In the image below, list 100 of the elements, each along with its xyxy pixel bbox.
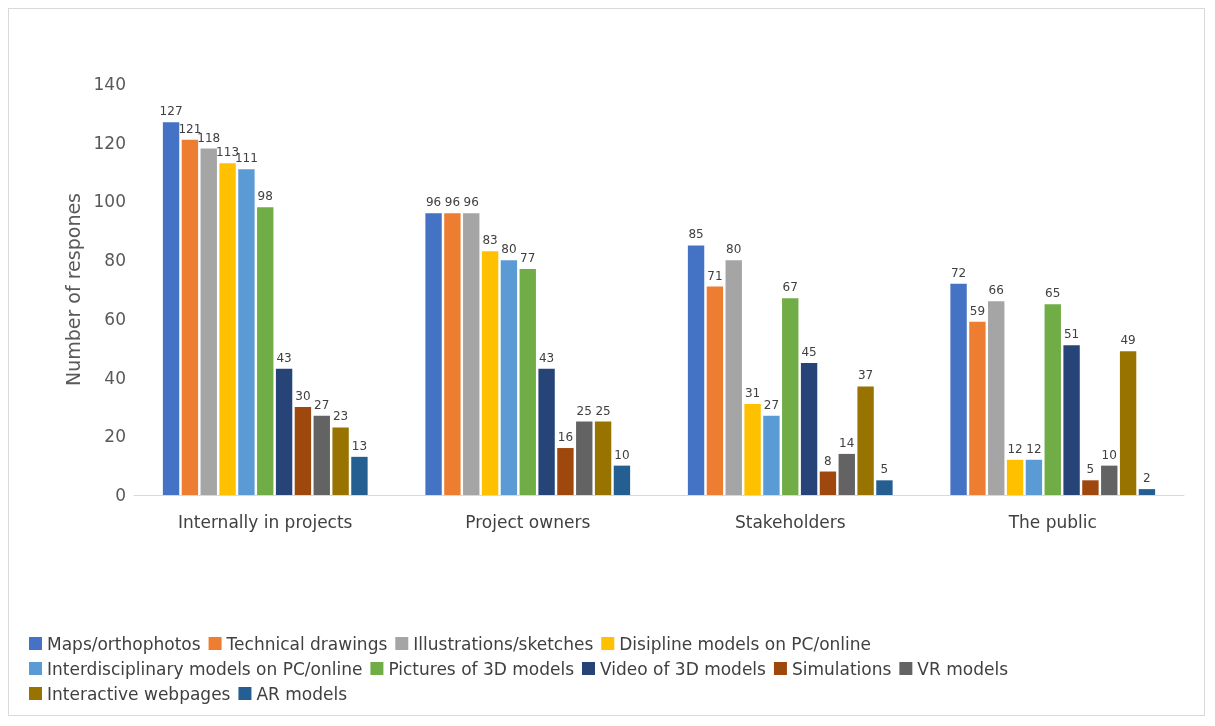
bar [950, 283, 967, 495]
bar [819, 471, 837, 495]
data-label: 27 [314, 397, 330, 412]
bar [313, 415, 330, 495]
bar [1138, 489, 1156, 495]
y-tick-label: 60 [104, 308, 126, 329]
data-label: 67 [782, 280, 798, 295]
data-label: 65 [1045, 286, 1061, 301]
data-label: 5 [880, 462, 889, 477]
legend-label: Technical drawings [225, 633, 388, 654]
legend-label: Maps/orthophotos [47, 633, 201, 654]
bar [351, 456, 368, 495]
data-label: 96 [463, 195, 479, 210]
bar [1044, 304, 1061, 495]
bar [988, 301, 1005, 495]
bar [876, 480, 893, 495]
data-label: 31 [744, 385, 761, 400]
bar [687, 245, 705, 495]
data-label: 49 [1120, 333, 1136, 348]
bar [613, 465, 631, 495]
bar [275, 368, 293, 495]
bar [519, 268, 536, 495]
bar [200, 148, 217, 495]
data-label: 45 [801, 344, 817, 359]
y-tick-label: 0 [115, 485, 126, 505]
data-label: 23 [332, 409, 349, 424]
bar [594, 421, 612, 495]
data-label: 12 [1026, 441, 1042, 456]
data-label: 51 [1063, 327, 1080, 342]
y-tick-label: 120 [93, 132, 126, 153]
legend-label: Interdisciplinary models on PC/online [47, 658, 363, 679]
data-label: 127 [159, 104, 183, 119]
data-label: 72 [950, 265, 967, 280]
bar [425, 213, 442, 495]
legend-label: Interactive webpages [47, 683, 231, 704]
y-tick-label: 40 [104, 367, 126, 388]
x-tick-label: Project owners [465, 511, 591, 532]
data-label: 59 [969, 303, 986, 318]
data-label: 71 [707, 268, 723, 283]
data-label: 16 [557, 430, 574, 445]
bar [332, 427, 349, 495]
legend-label: VR models [917, 658, 1009, 679]
bar [838, 453, 855, 495]
y-tick-label: 20 [104, 426, 126, 447]
data-label: 14 [839, 435, 855, 450]
bar [782, 298, 799, 495]
bar [444, 213, 461, 495]
bar [1025, 459, 1043, 495]
data-label: 25 [576, 403, 592, 418]
legend-label: Pictures of 3D models [388, 658, 575, 679]
legend-label: Disipline models on PC/online [619, 633, 872, 654]
data-label: 10 [1101, 447, 1117, 462]
legend-label: Illustrations/sketches [413, 633, 594, 654]
bar [181, 139, 199, 495]
x-tick-label: The public [1007, 511, 1097, 532]
bar [500, 260, 518, 495]
bar [725, 260, 742, 495]
bar [576, 421, 593, 495]
bar [969, 321, 986, 495]
bar [294, 406, 312, 495]
bar [706, 286, 724, 495]
data-label: 83 [482, 233, 498, 248]
legend-label: Video of 3D models [600, 658, 767, 679]
bar [744, 403, 761, 495]
bar [857, 386, 874, 495]
data-label: 66 [988, 283, 1004, 298]
data-label: 98 [257, 189, 273, 204]
data-label: 30 [295, 388, 311, 403]
bar [219, 163, 236, 495]
bar [481, 251, 499, 495]
data-label: 77 [520, 250, 536, 265]
y-tick-label: 80 [104, 250, 126, 271]
bar [800, 362, 818, 495]
data-label: 2 [1143, 471, 1151, 486]
bar [557, 448, 574, 495]
data-label: 43 [276, 350, 292, 365]
data-label: 27 [763, 397, 780, 412]
data-label: 96 [444, 195, 461, 210]
x-tick-label: Stakeholders [734, 511, 846, 532]
data-label: 10 [614, 447, 630, 462]
legend-label: Simulations [791, 658, 892, 679]
data-label: 5 [1086, 462, 1095, 477]
x-tick-label: Internally in projects [178, 511, 353, 532]
bar [238, 169, 255, 495]
data-label: 85 [688, 227, 704, 242]
data-label: 25 [595, 403, 611, 418]
data-label: 8 [824, 453, 832, 468]
bar [257, 207, 274, 495]
data-label: 80 [726, 242, 742, 257]
y-axis-title: Number of respones [62, 192, 85, 387]
bar [1063, 345, 1080, 495]
bar [1082, 480, 1099, 495]
bar [463, 213, 480, 495]
legend-label: AR models [256, 683, 348, 704]
bar [763, 415, 780, 495]
data-label: 12 [1007, 441, 1023, 456]
bar [162, 122, 180, 495]
bar [1101, 465, 1118, 495]
data-label: 13 [351, 438, 368, 453]
bar [1006, 459, 1024, 495]
